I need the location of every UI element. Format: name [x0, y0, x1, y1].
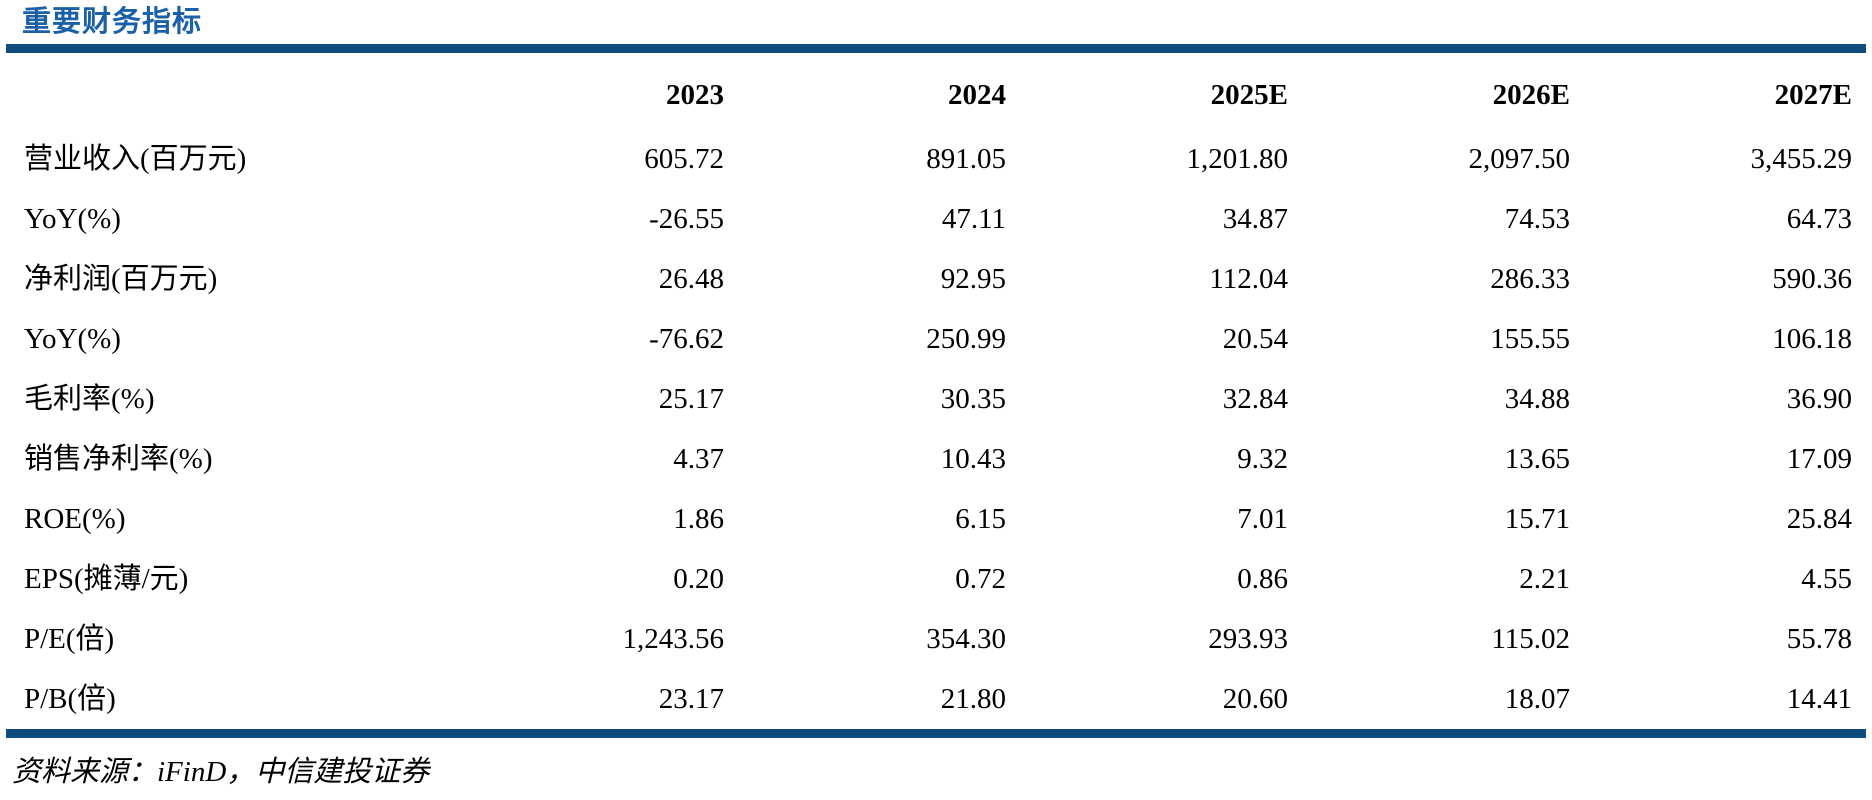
column-header-2025e: 2025E — [1210, 79, 1288, 111]
cell-value: 155.55 — [1490, 323, 1570, 355]
row-label: 毛利率(%) — [24, 383, 155, 415]
cell-value: -26.55 — [649, 203, 724, 235]
cell-value: 4.37 — [673, 443, 724, 475]
column-header-2026e: 2026E — [1492, 79, 1570, 111]
cell-value: 20.54 — [1222, 323, 1288, 355]
cell-value: 64.73 — [1786, 203, 1852, 235]
cell-value: 286.33 — [1490, 263, 1570, 295]
report-table-section: 重要财务指标 2023 2024 2025E 2026E 2027E 营业收入(… — [0, 6, 1872, 800]
cell-value: 36.90 — [1786, 383, 1852, 415]
row-label: ROE(%) — [24, 503, 126, 535]
cell-value: 1,201.80 — [1186, 143, 1289, 175]
table-row: EPS(摊薄/元) 0.20 0.72 0.86 2.21 4.55 — [24, 549, 1852, 609]
cell-value: 32.84 — [1222, 383, 1288, 415]
cell-value: 6.15 — [955, 503, 1006, 535]
cell-value: 10.43 — [940, 443, 1006, 475]
row-label: 营业收入(百万元) — [24, 143, 247, 175]
top-rule — [6, 44, 1866, 53]
cell-value: 9.32 — [1237, 443, 1288, 475]
table-row: P/E(倍) 1,243.56 354.30 293.93 115.02 55.78 — [24, 609, 1852, 669]
table-row: 销售净利率(%) 4.37 10.43 9.32 13.65 17.09 — [24, 429, 1852, 489]
row-label: EPS(摊薄/元) — [24, 563, 189, 595]
cell-value: 605.72 — [644, 143, 724, 175]
cell-value: 115.02 — [1491, 623, 1570, 655]
cell-value: 34.88 — [1504, 383, 1570, 415]
row-label: 销售净利率(%) — [24, 443, 213, 475]
row-label: YoY(%) — [24, 323, 121, 355]
cell-value: 18.07 — [1504, 683, 1570, 715]
cell-value: 30.35 — [940, 383, 1006, 415]
cell-value: 0.86 — [1237, 563, 1288, 595]
cell-value: 590.36 — [1772, 263, 1852, 295]
cell-value: 34.87 — [1222, 203, 1288, 235]
bottom-rule — [6, 729, 1866, 738]
cell-value: 2,097.50 — [1468, 143, 1571, 175]
cell-value: 14.41 — [1786, 683, 1852, 715]
cell-value: 293.93 — [1208, 623, 1288, 655]
table-row: 营业收入(百万元) 605.72 891.05 1,201.80 2,097.50 3,4… — [24, 129, 1852, 189]
section-title: 重要财务指标 — [22, 6, 203, 38]
cell-value: 1,243.56 — [622, 623, 725, 655]
cell-value: 112.04 — [1209, 263, 1288, 295]
cell-value: 1.86 — [673, 503, 724, 535]
table-header-row: 2023 2024 2025E 2026E 2027E — [24, 61, 1852, 129]
cell-value: 106.18 — [1772, 323, 1852, 355]
cell-value: 20.60 — [1222, 683, 1288, 715]
cell-value: 2.21 — [1519, 563, 1570, 595]
column-header-2027e: 2027E — [1774, 79, 1852, 111]
cell-value: 13.65 — [1504, 443, 1570, 475]
cell-value: 0.20 — [673, 563, 724, 595]
cell-value: 4.55 — [1801, 563, 1852, 595]
table-body: 营业收入(百万元) 605.72 891.05 1,201.80 2,097.50 3,4… — [24, 129, 1852, 729]
column-header-2023: 2023 — [666, 79, 724, 111]
row-label: 净利润(百万元) — [24, 263, 218, 295]
table-row: P/B(倍) 23.17 21.80 20.60 18.07 14.41 — [24, 669, 1852, 729]
column-header-2024: 2024 — [948, 79, 1006, 111]
cell-value: -76.62 — [649, 323, 724, 355]
cell-value: 354.30 — [926, 623, 1006, 655]
cell-value: 891.05 — [926, 143, 1006, 175]
source-note: 资料来源：iFinD，中信建投证券 — [12, 756, 430, 788]
cell-value: 0.72 — [955, 563, 1006, 595]
cell-value: 250.99 — [926, 323, 1006, 355]
row-label: P/E(倍) — [24, 623, 115, 655]
cell-value: 92.95 — [940, 263, 1006, 295]
cell-value: 3,455.29 — [1750, 143, 1853, 175]
cell-value: 74.53 — [1504, 203, 1570, 235]
cell-value: 25.17 — [658, 383, 724, 415]
cell-value: 25.84 — [1786, 503, 1852, 535]
row-label: YoY(%) — [24, 203, 121, 235]
cell-value: 15.71 — [1504, 503, 1570, 535]
table-row: 毛利率(%) 25.17 30.35 32.84 34.88 36.90 — [24, 369, 1852, 429]
financial-table: 2023 2024 2025E 2026E 2027E 营业收入(百万元) 605… — [0, 61, 1872, 729]
cell-value: 26.48 — [658, 263, 724, 295]
cell-value: 55.78 — [1786, 623, 1852, 655]
row-label: P/B(倍) — [24, 683, 116, 715]
cell-value: 21.80 — [940, 683, 1006, 715]
table-row: 净利润(百万元) 26.48 92.95 112.04 286.33 590.36 — [24, 249, 1852, 309]
cell-value: 23.17 — [658, 683, 724, 715]
table-row: YoY(%) -76.62 250.99 20.54 155.55 106.18 — [24, 309, 1852, 369]
table-row: YoY(%) -26.55 47.11 34.87 74.53 64.73 — [24, 189, 1852, 249]
cell-value: 7.01 — [1237, 503, 1288, 535]
table-row: ROE(%) 1.86 6.15 7.01 15.71 25.84 — [24, 489, 1852, 549]
cell-value: 47.11 — [941, 203, 1006, 235]
cell-value: 17.09 — [1786, 443, 1852, 475]
